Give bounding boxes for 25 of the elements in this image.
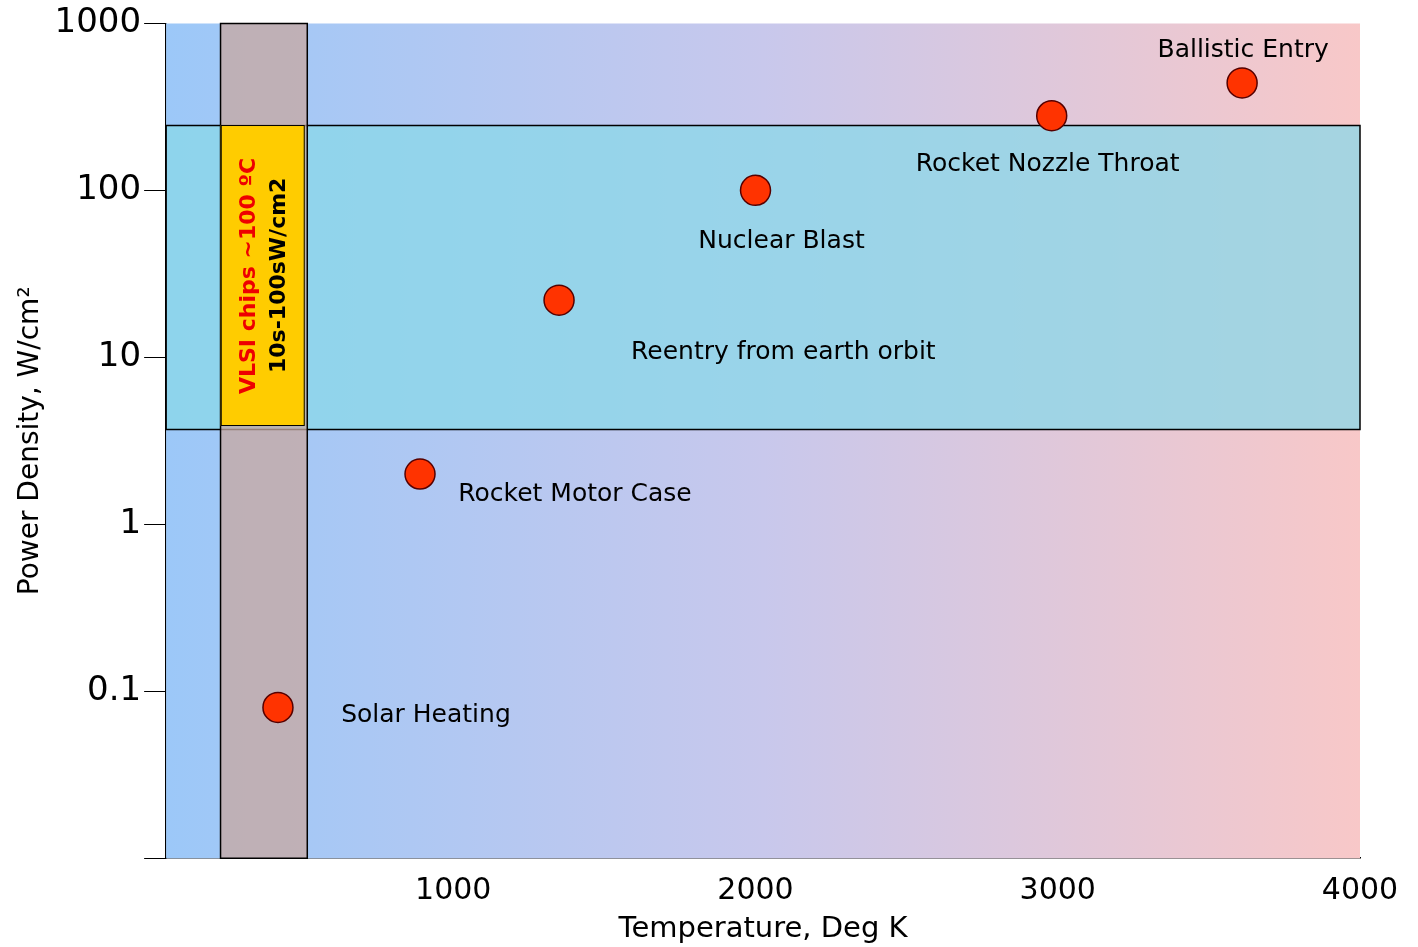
annotation: Solar Heating: [341, 698, 511, 728]
point: [1226, 67, 1258, 99]
x-tick-label: 2000: [717, 871, 794, 906]
band-label: VLSI chips ~100 ºC 10s-100sW/cm2: [233, 157, 291, 394]
y-tick-label: 10: [97, 334, 142, 375]
point: [543, 284, 575, 316]
x-tick-label: 1000: [415, 871, 492, 906]
x-tick-label: 4000: [1321, 871, 1399, 906]
annotation: Ballistic Entry: [1157, 34, 1329, 64]
point: [1035, 99, 1068, 132]
y-tick-label: 100: [76, 167, 142, 208]
y-tick-label: 1000: [54, 0, 142, 41]
annotation: Nuclear Blast: [698, 224, 865, 254]
x-axis-title: Temperature, Deg K: [617, 910, 909, 945]
point: [739, 174, 772, 207]
annotation: Rocket Motor Case: [458, 477, 692, 507]
y-tick-label: 1: [119, 501, 142, 542]
y-tick-label: 0.1: [87, 668, 142, 709]
x-tick-label: 3000: [1019, 871, 1096, 906]
annotation: Reentry from earth orbit: [631, 335, 936, 365]
point: [404, 458, 436, 490]
annotation: Rocket Nozzle Throat: [915, 148, 1180, 178]
label-box: VLSI chips ~100 ºC 10s-100sW/cm2: [220, 125, 305, 427]
point: [262, 691, 294, 724]
y-axis-title: Power Density, W/cm²: [12, 286, 46, 596]
